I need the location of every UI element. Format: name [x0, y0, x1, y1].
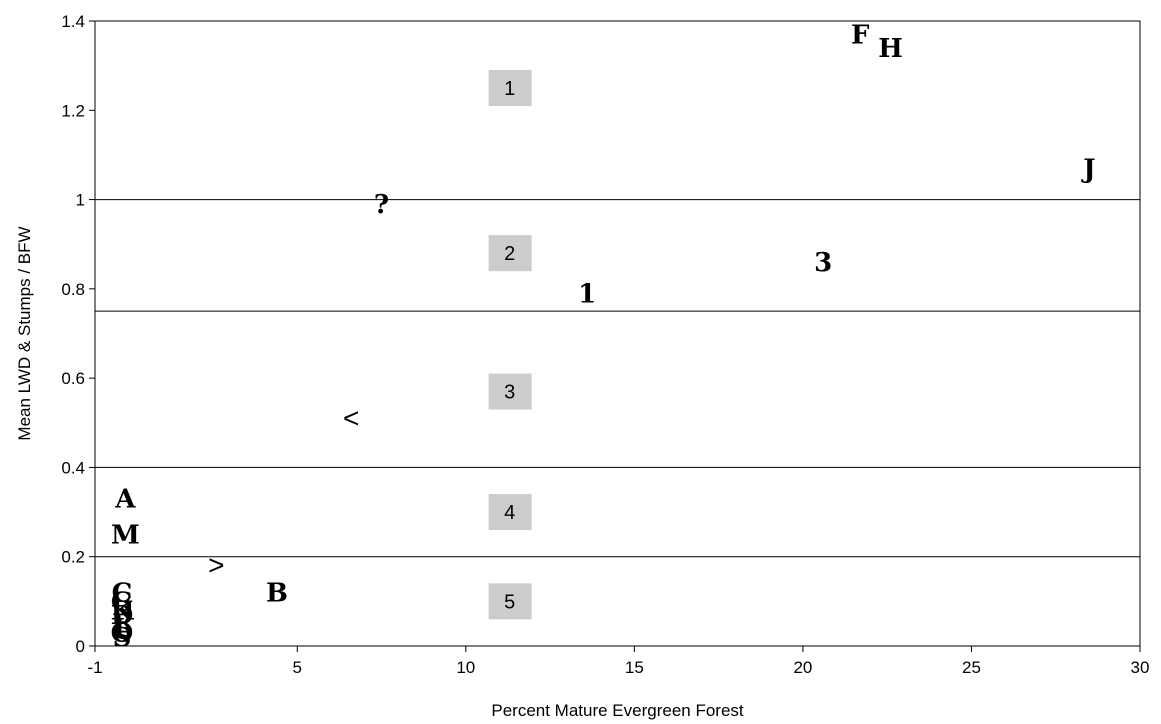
x-tick-label: 25	[962, 658, 981, 677]
y-tick-label: 0.8	[61, 280, 85, 299]
data-point: <	[343, 402, 359, 433]
x-tick-label: 5	[293, 658, 302, 677]
tick-layer: 00.20.40.60.811.21.4-1 5 10 15 20 25 30	[61, 12, 1149, 677]
data-point: >	[208, 550, 224, 581]
data-point: 3	[814, 248, 832, 278]
y-tick-label: 1	[76, 191, 85, 210]
x-tick-label: 30	[1131, 658, 1150, 677]
x-tick-label: 15	[625, 658, 644, 677]
zone-label-3: 3	[504, 382, 515, 404]
data-point: S	[113, 623, 132, 653]
x-tick-label: -1	[87, 658, 102, 677]
x-tick-label: 10	[456, 658, 475, 677]
data-point: F	[851, 20, 870, 50]
plot-frame	[95, 21, 1140, 646]
y-tick-label: 0.2	[61, 548, 85, 567]
threshold-line-layer	[95, 200, 1140, 557]
data-point: H	[878, 34, 903, 64]
zone-label-4: 4	[504, 502, 515, 524]
y-tick-label: 0.6	[61, 369, 85, 388]
zone-label-2: 2	[504, 243, 515, 265]
y-tick-label: 1.4	[61, 12, 85, 31]
data-point: J	[1081, 154, 1095, 184]
x-axis-title: Percent Mature Evergreen Forest	[491, 701, 744, 720]
data-point: A	[114, 485, 136, 515]
x-tick-label: 20	[793, 658, 812, 677]
data-point: M	[111, 520, 140, 550]
data-point: ?	[374, 190, 389, 220]
zone-layer: 1 2 3 4 5	[489, 70, 532, 619]
zone-label-1: 1	[504, 78, 515, 100]
y-tick-label: 1.2	[61, 101, 85, 120]
data-point: B	[266, 578, 288, 608]
data-point: 1	[578, 279, 596, 309]
y-axis-title: Mean LWD & Stumps / BFW	[15, 226, 34, 440]
y-tick-label: 0	[76, 637, 85, 656]
y-tick-label: 0.4	[61, 458, 85, 477]
zone-label-5: 5	[504, 591, 515, 613]
